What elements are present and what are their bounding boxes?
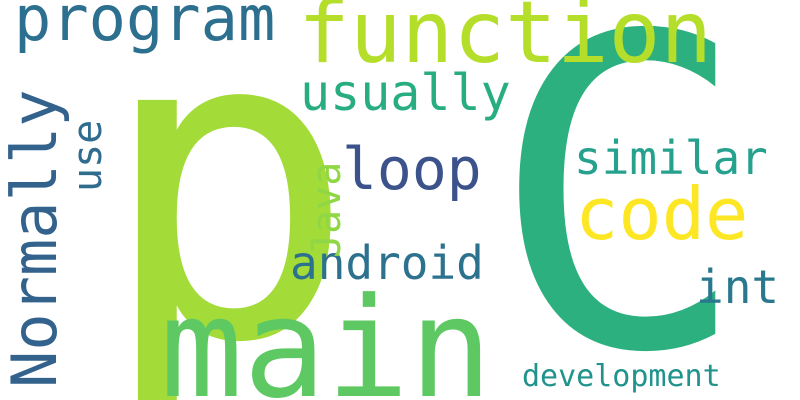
word-function: function xyxy=(298,0,713,83)
word-android: android xyxy=(290,236,484,290)
word-development: development xyxy=(522,359,721,394)
word-int: int xyxy=(696,260,780,314)
word-usually: usually xyxy=(300,64,511,122)
word-java: Java xyxy=(304,161,350,258)
word-use: use xyxy=(65,119,111,192)
word-p: p xyxy=(98,0,357,400)
word-loop: loop xyxy=(342,135,482,203)
word-main: main xyxy=(160,268,493,400)
word-code: code xyxy=(575,172,749,256)
word-normally: Normally xyxy=(0,89,71,388)
word-c: C xyxy=(490,0,749,400)
word-program: program xyxy=(14,0,276,55)
word-similar: similar xyxy=(574,131,768,185)
